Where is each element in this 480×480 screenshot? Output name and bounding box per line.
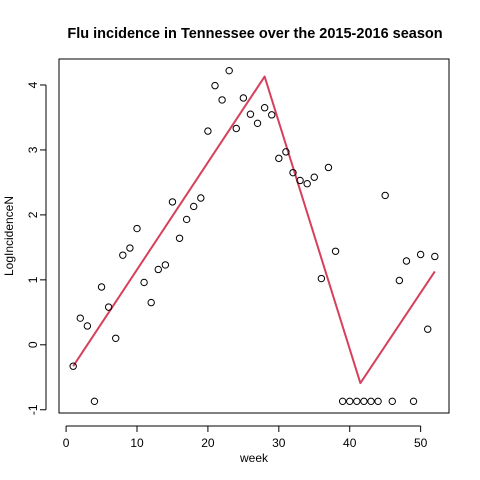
y-tick-label: 3 xyxy=(26,146,40,153)
data-point xyxy=(310,173,318,181)
data-point xyxy=(424,325,432,333)
data-point xyxy=(317,274,326,283)
x-tick-label: 40 xyxy=(343,436,357,450)
data-point xyxy=(296,176,304,185)
y-tick-label: 2 xyxy=(26,211,40,218)
fit-line xyxy=(72,75,436,385)
data-point xyxy=(97,283,106,291)
data-point xyxy=(303,180,311,188)
data-point xyxy=(218,96,226,104)
data-point xyxy=(239,94,248,102)
y-axis-label: LogIncidenceN xyxy=(2,196,16,276)
data-point xyxy=(211,81,219,90)
data-point xyxy=(197,194,205,202)
data-point xyxy=(154,265,162,274)
y-tick-label: 0 xyxy=(26,341,40,348)
data-point xyxy=(346,397,354,406)
data-point xyxy=(395,276,404,285)
data-point xyxy=(246,110,255,118)
data-point xyxy=(381,191,389,200)
data-point xyxy=(268,111,276,119)
data-point xyxy=(232,124,240,133)
y-tick-label: 1 xyxy=(26,276,40,283)
data-point xyxy=(289,168,297,177)
data-point xyxy=(402,257,411,265)
data-point xyxy=(388,397,396,406)
data-point xyxy=(175,234,184,242)
fit-line-series xyxy=(72,75,436,385)
data-point xyxy=(338,397,347,406)
data-point xyxy=(104,303,113,311)
points-series xyxy=(69,66,439,406)
data-point xyxy=(69,362,77,370)
data-point xyxy=(275,154,283,163)
x-tick-label: 30 xyxy=(272,436,286,450)
data-point xyxy=(353,397,361,406)
data-point xyxy=(253,119,262,128)
data-point xyxy=(190,202,198,211)
data-point xyxy=(331,247,340,255)
data-point xyxy=(204,127,212,135)
data-point xyxy=(374,397,382,406)
data-point xyxy=(168,198,177,206)
data-point xyxy=(360,397,368,406)
plot-area xyxy=(58,58,450,414)
chart-title: Flu incidence in Tennessee over the 2015… xyxy=(67,26,442,42)
data-point xyxy=(225,66,233,75)
data-point xyxy=(367,397,375,406)
data-point xyxy=(76,314,84,322)
data-point xyxy=(161,261,170,269)
data-point xyxy=(324,163,333,172)
data-point xyxy=(431,252,439,261)
x-tick-label: 20 xyxy=(201,436,215,450)
x-tick-label: 10 xyxy=(130,436,144,450)
x-axis-label: week xyxy=(239,451,269,465)
y-tick-label: 4 xyxy=(26,81,40,88)
y-axis: -1 0 1 2 3 4 xyxy=(26,81,47,415)
data-point xyxy=(112,334,120,343)
data-point xyxy=(83,322,92,330)
data-point xyxy=(90,397,99,406)
x-axis: 0 10 20 30 40 50 xyxy=(63,425,428,450)
data-point xyxy=(140,278,148,287)
y-tick-label: -1 xyxy=(26,404,40,415)
data-point xyxy=(133,224,141,233)
data-point xyxy=(409,397,418,406)
data-point xyxy=(282,148,290,156)
data-point xyxy=(147,298,155,307)
data-point xyxy=(182,215,191,224)
data-point xyxy=(416,250,425,259)
data-point xyxy=(119,251,127,259)
data-point xyxy=(126,244,134,252)
x-tick-label: 0 xyxy=(63,436,70,450)
x-tick-label: 50 xyxy=(414,436,428,450)
data-point xyxy=(260,104,269,112)
